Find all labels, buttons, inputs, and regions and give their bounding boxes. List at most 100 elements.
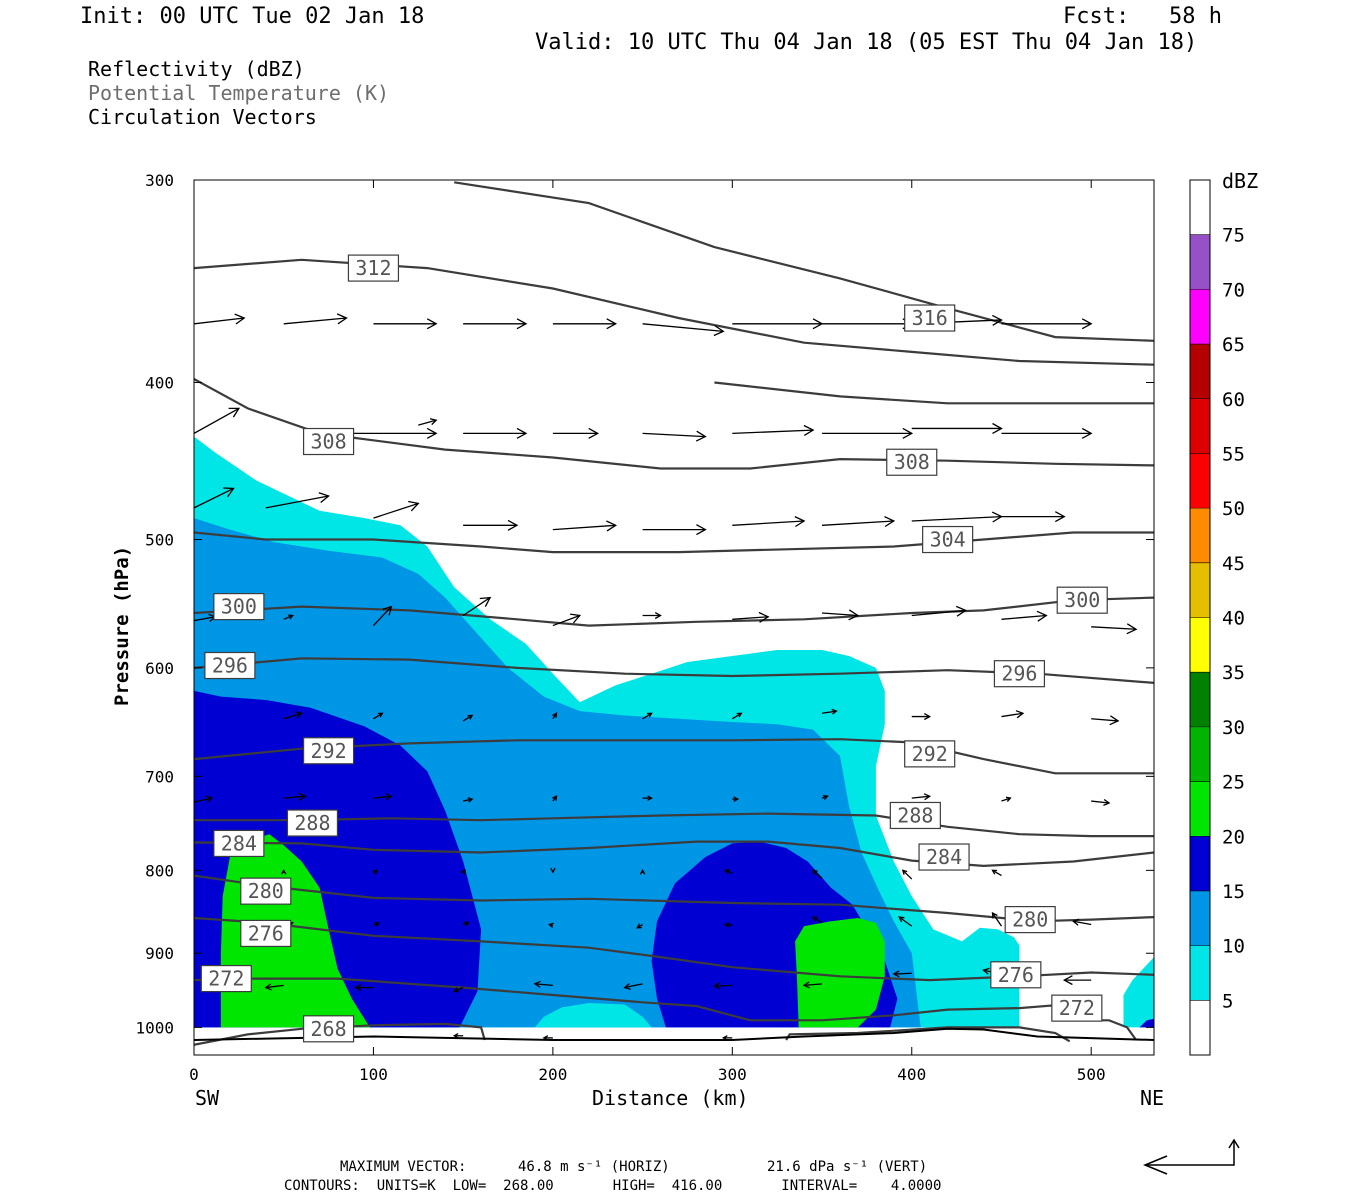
circulation-vector	[731, 712, 743, 720]
colorbar-level-label: 30	[1222, 717, 1245, 739]
circulation-vector	[463, 797, 474, 803]
axes: 300 400 500 600 700 800 900 1000 0 100 200 300 400 50…	[135, 171, 1154, 1084]
circulation-vector	[547, 922, 554, 928]
circulation-vector	[642, 430, 707, 442]
forecast-hour: Fcst: 58 h	[1063, 4, 1222, 29]
colorbar: 5 10 15 20 25 30 35 40 45 50 55 60 65 70 75	[1189, 179, 1245, 1056]
svg-text:312: 312	[355, 256, 391, 280]
colorbar-level-label: 15	[1222, 881, 1245, 903]
circulation-vector	[642, 524, 707, 536]
circulation-vector	[732, 318, 824, 330]
circulation-vector	[373, 921, 381, 927]
circulation-vector	[991, 869, 1002, 877]
circulation-vector	[550, 867, 556, 874]
circulation-vector	[811, 916, 823, 924]
circulation-vector	[194, 795, 214, 803]
x-tick-label: 200	[538, 1065, 567, 1084]
circulation-vector	[812, 869, 823, 879]
circulation-vector	[723, 922, 733, 928]
y-tick-label: 300	[145, 171, 174, 190]
svg-text:300: 300	[1064, 588, 1100, 612]
svg-text:300: 300	[221, 595, 257, 619]
theta-contour-304	[194, 531, 1154, 554]
theta-label-288: 288	[286, 809, 339, 837]
svg-text:308: 308	[894, 450, 930, 474]
svg-text:276: 276	[248, 921, 284, 945]
colorbar-swatch	[1190, 836, 1210, 891]
theta-label-280: 280	[240, 877, 292, 905]
theta-contour-300	[194, 596, 1154, 627]
theta-contour-316	[454, 181, 1154, 342]
reflectivity-region-5dbz	[534, 1003, 652, 1028]
y-tick-label: 800	[145, 861, 174, 880]
init-time: Init: 00 UTC Tue 02 Jan 18	[80, 4, 425, 29]
colorbar-swatch	[1190, 945, 1210, 1001]
theta-contour-292	[194, 738, 1154, 775]
circulation-vector	[462, 714, 474, 722]
contours-info: CONTOURS: UNITS=K LOW= 268.00 HIGH= 416.…	[284, 1178, 942, 1194]
circulation-vector	[911, 422, 1003, 434]
svg-text:276: 276	[998, 963, 1034, 987]
circulation-vector	[542, 1035, 553, 1041]
circulation-vector	[642, 612, 662, 620]
circulation-vector	[821, 708, 838, 715]
field-potential-temperature: Potential Temperature (K)	[88, 81, 390, 105]
circulation-vector	[552, 712, 558, 720]
reflectivity-region-20dbz	[795, 918, 885, 1028]
theta-label-288: 288	[889, 801, 941, 830]
theta-label-272: 272	[1051, 994, 1103, 1022]
circulation-vector	[1001, 710, 1025, 719]
x-tick-label: 100	[359, 1065, 388, 1084]
circulation-vector	[373, 318, 438, 330]
colorbar-swatch	[1190, 1000, 1210, 1055]
theta-contour-288	[194, 812, 1154, 838]
circulation-vector	[463, 427, 528, 439]
colorbar-swatch	[1190, 398, 1210, 454]
colorbar-swatch	[1190, 234, 1210, 290]
circulation-vector	[1001, 318, 1093, 330]
x-tick-label: 0	[189, 1065, 199, 1084]
circulation-vector	[721, 1035, 733, 1041]
svg-text:316: 316	[912, 306, 948, 330]
reflectivity-region-5dbz	[1123, 957, 1154, 1028]
theta-label-308: 308	[886, 448, 938, 476]
circulation-vector	[552, 520, 618, 532]
valid-time: Valid: 10 UTC Thu 04 Jan 18 (05 EST Thu …	[535, 30, 1198, 55]
theta-label-284: 284	[918, 843, 970, 871]
circulation-vector	[991, 911, 1003, 927]
circulation-vector	[354, 984, 374, 992]
colorbar-swatch	[1190, 344, 1210, 399]
circulation-vector	[463, 318, 528, 330]
x-tick-label: 300	[718, 1065, 747, 1084]
y-axis-label: Pressure (hPa)	[111, 546, 133, 706]
reflectivity-fill	[194, 436, 1154, 1028]
circulation-vector	[639, 868, 646, 875]
colorbar-level-label: 25	[1222, 772, 1245, 794]
theta-contour-312	[194, 258, 1154, 366]
circulation-vector	[373, 500, 420, 519]
theta-label-300: 300	[1056, 586, 1108, 614]
circulation-vector	[452, 1033, 464, 1039]
colorbar-level-label: 50	[1222, 498, 1245, 520]
colorbar-swatch	[1190, 781, 1210, 837]
circulation-vector	[1001, 427, 1093, 439]
theta-label-304: 304	[922, 525, 974, 554]
theta-label-296: 296	[204, 651, 256, 680]
circulation-vector	[1071, 918, 1092, 926]
svg-text:280: 280	[248, 879, 284, 903]
circulation-vector	[462, 596, 492, 617]
colorbar-level-label: 55	[1222, 443, 1245, 465]
circulation-vector	[713, 982, 733, 990]
circulation-vector	[460, 869, 466, 875]
circulation-vector	[194, 313, 246, 325]
circulation-vector	[463, 519, 519, 531]
plot-frame	[193, 179, 1155, 1056]
theta-label-272: 272	[200, 964, 252, 993]
circulation-vector	[533, 980, 553, 988]
circulation-vector	[911, 713, 932, 721]
svg-text:308: 308	[311, 430, 347, 454]
y-tick-label: 400	[145, 373, 174, 392]
circulation-vector	[462, 921, 470, 927]
circulation-vector	[452, 986, 464, 993]
circulation-vector	[911, 605, 967, 617]
